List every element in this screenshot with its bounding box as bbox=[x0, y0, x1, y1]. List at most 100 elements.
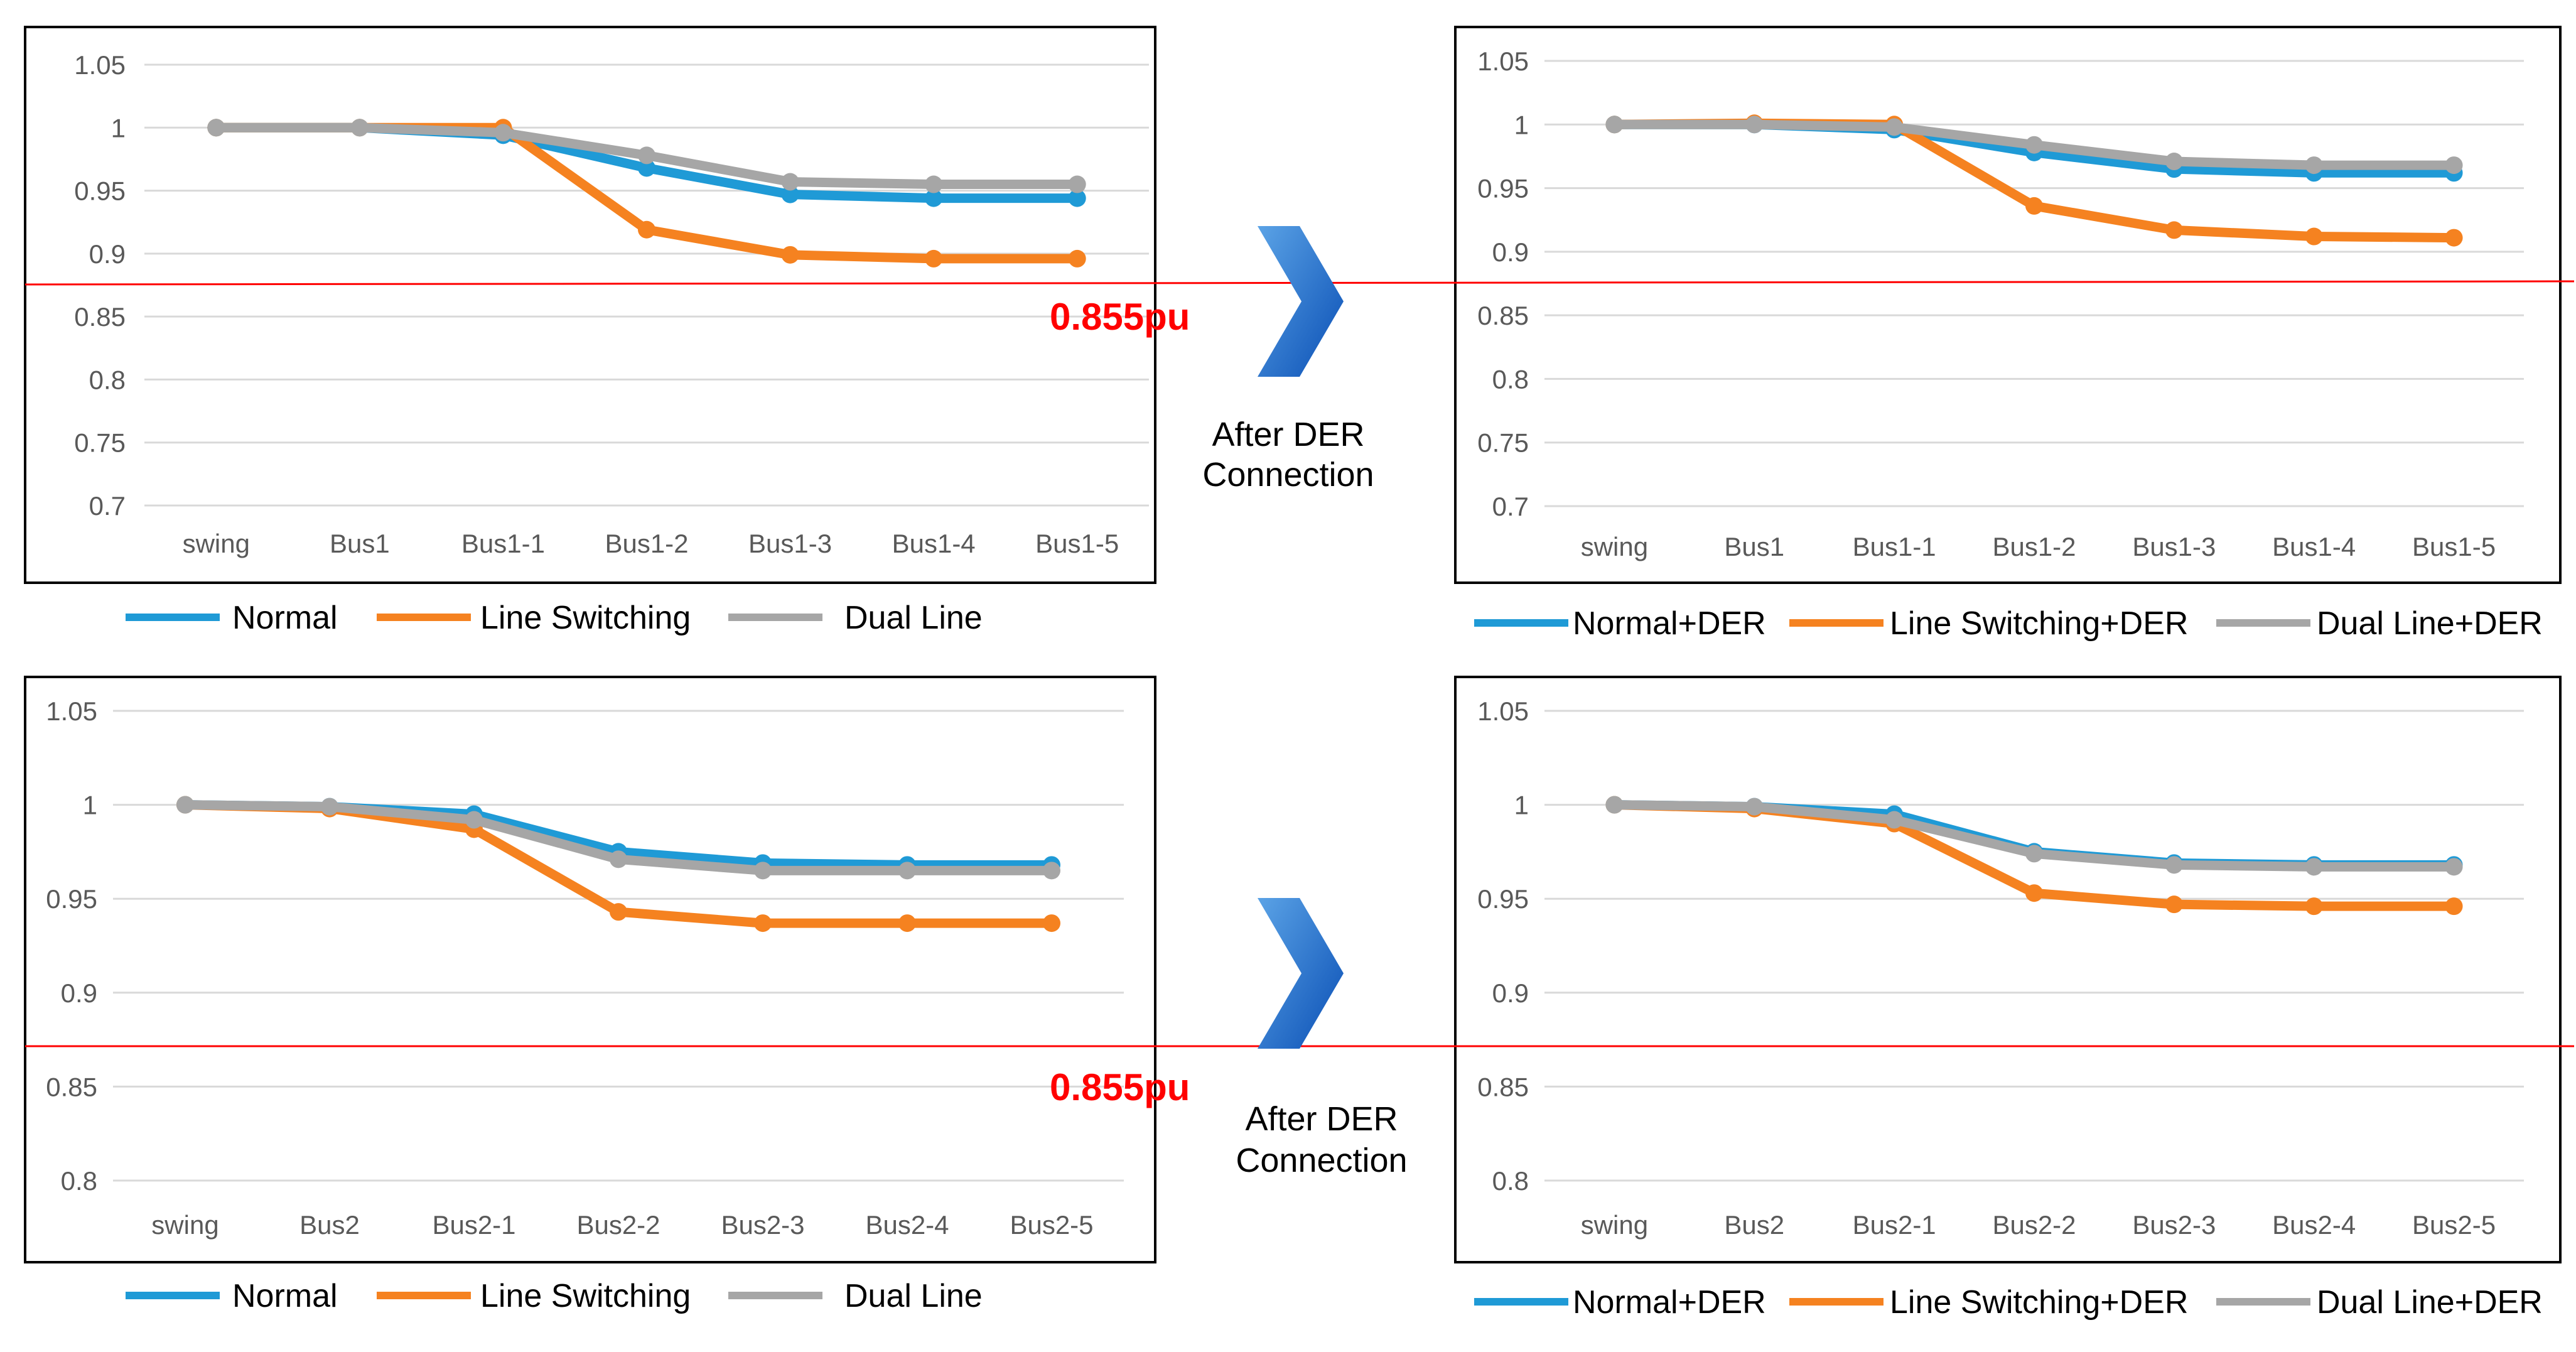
threshold-label-top: 0.855pu bbox=[1050, 296, 1190, 338]
x-tick-label: Bus1-3 bbox=[748, 529, 832, 558]
data-point-dual-line bbox=[321, 798, 338, 816]
after-der-label-bottom-line1: After DER bbox=[1245, 1100, 1398, 1138]
y-tick-label: 0.85 bbox=[74, 302, 126, 332]
x-tick-label: Bus1 bbox=[1724, 532, 1784, 561]
data-point-dual-line bbox=[1605, 796, 1624, 814]
data-point-line-switching bbox=[1068, 249, 1086, 268]
legend-label: Normal+DER bbox=[1573, 1284, 1766, 1321]
x-tick-label: Bus2 bbox=[1724, 1210, 1784, 1240]
legend-top-left: Normal Line Switching Dual Line bbox=[126, 600, 983, 636]
legend-label: Normal+DER bbox=[1573, 605, 1766, 642]
data-point-dual-line bbox=[638, 146, 655, 165]
x-tick-label: Bus1 bbox=[330, 529, 390, 558]
legend-label: Line Switching+DER bbox=[1890, 605, 2188, 642]
legend-label: Line Switching bbox=[480, 1278, 691, 1314]
y-tick-label: 0.85 bbox=[1477, 1072, 1529, 1101]
y-tick-label: 1.05 bbox=[1477, 696, 1529, 726]
x-tick-label: Bus2-5 bbox=[2412, 1210, 2496, 1240]
data-point-dual-line bbox=[2025, 845, 2043, 863]
threshold-label-bottom: 0.855pu bbox=[1050, 1066, 1190, 1108]
data-point-dual-line bbox=[2445, 858, 2463, 876]
data-point-dual-line bbox=[2165, 856, 2183, 874]
y-tick-label: 1.05 bbox=[1477, 46, 1529, 76]
legend-label: Line Switching+DER bbox=[1890, 1284, 2188, 1321]
data-point-dual-line bbox=[1605, 116, 1624, 134]
legend-label: Line Switching bbox=[480, 600, 691, 636]
data-point-line-switching bbox=[2305, 897, 2323, 916]
data-point-dual-line bbox=[176, 796, 194, 814]
data-point-line-switching bbox=[2165, 221, 2183, 239]
data-point-dual-line bbox=[898, 862, 916, 880]
x-tick-label: Bus1-3 bbox=[2132, 532, 2216, 561]
y-tick-label: 1.05 bbox=[74, 50, 126, 80]
x-tick-label: Bus2-2 bbox=[576, 1210, 660, 1240]
y-tick-label: 0.9 bbox=[1492, 978, 1529, 1008]
legend-label: Normal bbox=[232, 1278, 338, 1314]
x-tick-label: Bus1-2 bbox=[605, 529, 688, 558]
data-point-dual-line bbox=[1068, 175, 1086, 193]
x-tick-label: Bus2 bbox=[299, 1210, 360, 1240]
legend-label: Normal bbox=[232, 600, 338, 636]
data-point-dual-line bbox=[754, 862, 772, 880]
data-point-line-switching bbox=[638, 220, 655, 239]
data-point-line-switching bbox=[754, 914, 772, 933]
chart-frame-bottom-left bbox=[24, 676, 1156, 1263]
data-point-line-switching bbox=[2305, 227, 2323, 246]
data-point-dual-line bbox=[494, 124, 512, 142]
y-tick-label: 0.85 bbox=[1477, 301, 1529, 330]
chevron-arrow-bottom-icon bbox=[1258, 898, 1344, 1049]
y-tick-label: 0.95 bbox=[1477, 884, 1529, 914]
y-tick-label: 0.95 bbox=[1477, 174, 1529, 203]
data-point-line-switching bbox=[898, 914, 916, 933]
x-tick-label: Bus2-5 bbox=[1010, 1210, 1093, 1240]
data-point-dual-line bbox=[2305, 858, 2323, 876]
x-tick-label: Bus1-4 bbox=[892, 529, 976, 558]
data-point-normal bbox=[781, 185, 799, 203]
y-tick-label: 0.8 bbox=[89, 365, 126, 394]
x-tick-label: Bus1-4 bbox=[2272, 532, 2356, 561]
chart-frame-bottom-right bbox=[1454, 676, 2562, 1263]
data-point-line-switching bbox=[2025, 197, 2043, 215]
x-tick-label: Bus2-3 bbox=[721, 1210, 804, 1240]
x-tick-label: Bus2-2 bbox=[1992, 1210, 2076, 1240]
data-point-line-switching bbox=[2165, 895, 2183, 914]
data-point-dual-line bbox=[2305, 156, 2323, 175]
chart-bottom-right: 1.05 1 0.95 0.9 0.85 0.8 swing Bus2 Bus2-1 Bus2-2… bbox=[1477, 696, 2524, 1240]
chart-top-right: 1.05 1 0.95 0.9 0.85 0.8 0.75 0.7 swing Bus1 Bus1-… bbox=[1477, 46, 2524, 561]
x-tick-label: swing bbox=[183, 529, 250, 558]
chart-frame-top-right bbox=[1454, 26, 2562, 584]
x-tick-label: swing bbox=[1581, 1210, 1648, 1240]
data-point-dual-line bbox=[207, 119, 225, 137]
data-point-dual-line bbox=[350, 119, 369, 137]
x-tick-label: Bus1-1 bbox=[461, 529, 545, 558]
after-der-label-top-line2: Connection bbox=[1202, 456, 1374, 494]
data-point-dual-line bbox=[2165, 153, 2183, 171]
x-tick-label: Bus2-1 bbox=[432, 1210, 515, 1240]
data-point-normal bbox=[1068, 189, 1086, 207]
data-point-dual-line bbox=[781, 173, 799, 191]
data-point-dual-line bbox=[465, 811, 483, 829]
legend-label: Dual Line bbox=[844, 1278, 983, 1314]
data-point-normal bbox=[925, 189, 943, 207]
data-point-line-switching bbox=[2025, 884, 2043, 902]
y-tick-label: 0.75 bbox=[1477, 428, 1529, 458]
x-tick-label: Bus2-4 bbox=[2272, 1210, 2356, 1240]
data-point-dual-line bbox=[610, 850, 627, 868]
x-tick-label: Bus1-2 bbox=[1992, 532, 2076, 561]
legend-bottom-left: Normal Line Switching Dual Line bbox=[126, 1278, 983, 1314]
legend-label: Dual Line bbox=[844, 600, 983, 636]
y-tick-label: 1 bbox=[1514, 791, 1529, 820]
y-tick-label: 0.9 bbox=[61, 978, 97, 1008]
data-point-dual-line bbox=[2025, 136, 2043, 154]
y-tick-label: 0.8 bbox=[61, 1166, 97, 1196]
x-tick-label: Bus1-5 bbox=[1035, 529, 1119, 558]
chart-frame-top-left bbox=[24, 26, 1156, 584]
legend-label: Dual Line+DER bbox=[2317, 605, 2543, 642]
y-tick-label: 0.8 bbox=[1492, 364, 1529, 394]
x-tick-label: swing bbox=[1581, 532, 1648, 561]
y-tick-label: 0.85 bbox=[46, 1072, 97, 1101]
x-tick-label: Bus2-4 bbox=[865, 1210, 949, 1240]
x-tick-label: Bus2-3 bbox=[2132, 1210, 2216, 1240]
data-point-line-switching bbox=[2445, 229, 2463, 247]
